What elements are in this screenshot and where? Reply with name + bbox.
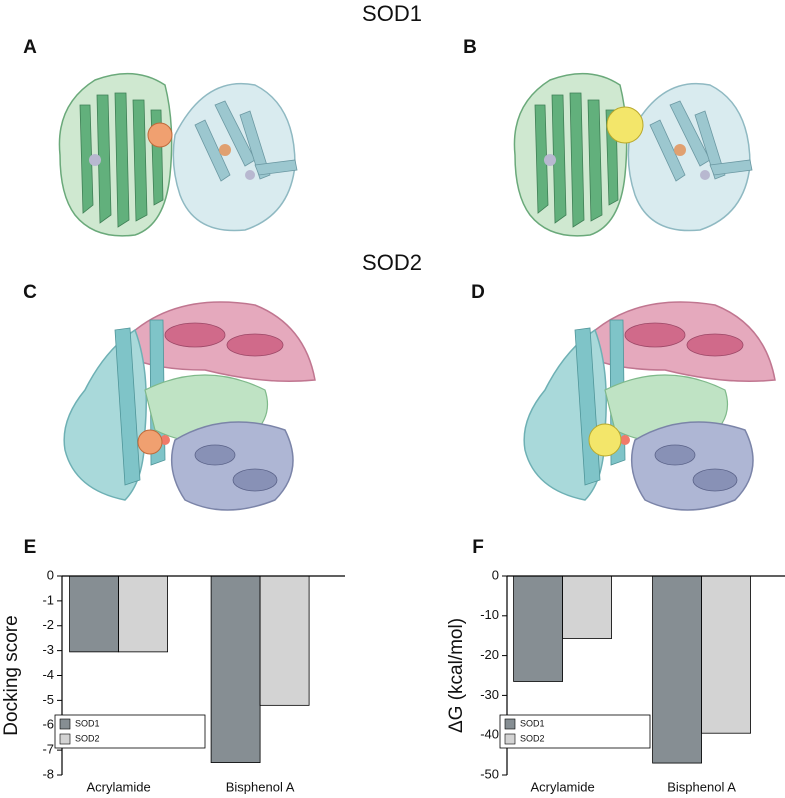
y-tick-label: -40: [480, 727, 499, 742]
protein-structure: [58, 72, 298, 237]
protein-structure: [523, 301, 776, 511]
y-tick-label: -4: [42, 667, 54, 682]
y-tick-label: -30: [480, 687, 499, 702]
legend-box: [499, 714, 651, 749]
panel-label: D: [471, 282, 485, 303]
y-tick-label: -7: [42, 742, 54, 757]
protein-structure: [63, 301, 316, 511]
section-title: SOD1: [362, 1, 422, 26]
bar: [562, 575, 612, 639]
ligand: [588, 423, 622, 457]
panel-label: F: [472, 537, 484, 558]
bar: [210, 575, 261, 763]
y-tick-label: -5: [42, 692, 54, 707]
y-tick-label: -2: [42, 617, 54, 632]
bar: [513, 575, 563, 682]
y-tick-label: 0: [492, 567, 499, 582]
y-tick-label: -10: [480, 607, 499, 622]
panel-label: B: [463, 37, 477, 58]
panel-label: E: [24, 537, 37, 558]
legend-label: SOD2: [75, 733, 100, 743]
panel-label: A: [23, 37, 37, 58]
bar: [69, 575, 119, 653]
legend-swatch: [504, 718, 516, 730]
section-title: SOD2: [362, 250, 422, 275]
panel-label: C: [23, 282, 37, 303]
legend-label: SOD1: [520, 718, 545, 728]
ligand: [137, 429, 163, 455]
bar: [701, 575, 751, 734]
x-tick-label: Acrylamide: [530, 779, 594, 794]
legend-box: [54, 714, 206, 749]
legend-label: SOD2: [520, 733, 545, 743]
legend-swatch: [59, 733, 71, 745]
ligand: [147, 122, 173, 148]
bar: [259, 575, 310, 706]
y-tick-label: -20: [480, 647, 499, 662]
legend-swatch: [59, 718, 71, 730]
y-axis-label: Docking score: [1, 615, 22, 735]
y-tick-label: -1: [42, 592, 54, 607]
x-tick-label: Bisphenol A: [667, 779, 736, 794]
y-tick-label: -8: [42, 766, 54, 781]
bar: [118, 575, 168, 653]
y-tick-label: -50: [480, 766, 499, 781]
legend-swatch: [504, 733, 516, 745]
ligand: [606, 106, 644, 144]
legend-label: SOD1: [75, 718, 100, 728]
y-tick-label: 0: [47, 567, 54, 582]
protein-structure: [513, 72, 753, 237]
y-tick-label: -3: [42, 642, 54, 657]
y-tick-label: -6: [42, 717, 54, 732]
x-tick-label: Acrylamide: [86, 779, 150, 794]
x-tick-label: Bisphenol A: [226, 779, 295, 794]
bar: [652, 575, 702, 764]
y-axis-label: ΔG (kcal/mol): [446, 618, 467, 733]
